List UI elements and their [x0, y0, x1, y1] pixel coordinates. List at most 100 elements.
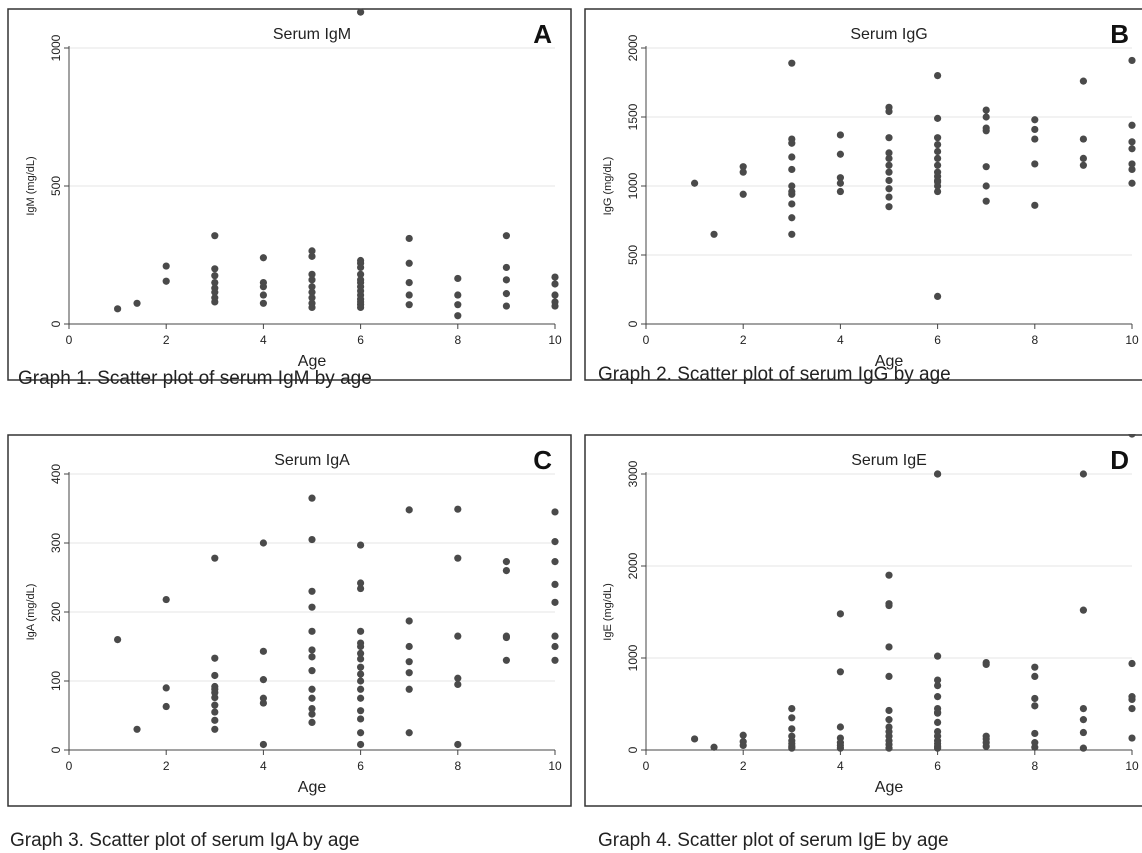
data-point	[1079, 744, 1087, 752]
data-point	[502, 633, 510, 642]
data-point	[934, 147, 942, 156]
y-tick-label: 200	[49, 602, 63, 622]
data-point	[551, 508, 559, 516]
data-point	[788, 139, 796, 147]
data-point	[836, 179, 844, 187]
data-point	[405, 669, 413, 677]
data-point	[1128, 659, 1136, 668]
data-point	[1128, 695, 1136, 703]
data-point	[739, 731, 747, 739]
y-tick-label: 1000	[49, 34, 63, 61]
data-point	[357, 694, 365, 702]
data-point	[405, 617, 413, 625]
y-tick-label: 2000	[626, 552, 640, 579]
chart-caption: Graph 3. Scatter plot of serum IgA by ag…	[10, 830, 360, 851]
panel-frame	[7, 8, 572, 381]
data-point	[211, 701, 219, 709]
data-point	[308, 685, 316, 693]
data-point	[133, 299, 141, 307]
data-point	[1128, 734, 1136, 742]
data-point	[454, 274, 462, 283]
data-point	[1079, 705, 1087, 713]
data-point	[405, 658, 413, 666]
data-point	[551, 642, 559, 651]
y-tick-label: 1000	[626, 644, 640, 671]
data-point	[357, 655, 365, 663]
data-point	[1128, 705, 1136, 713]
data-point	[211, 279, 219, 287]
data-point	[788, 200, 796, 208]
data-point	[211, 298, 219, 306]
data-point	[502, 567, 510, 575]
scatter-chart: 0 2 4 6 8 10 0 1000 2000 3000 Serum IgE D Age IgE (mg…	[584, 434, 1142, 807]
data-point	[308, 718, 316, 726]
data-point	[259, 291, 267, 299]
panel-frame	[584, 434, 1142, 807]
data-point	[551, 598, 559, 606]
data-point	[982, 163, 990, 171]
data-point	[1031, 116, 1039, 124]
data-point	[308, 494, 316, 502]
data-point	[1031, 743, 1039, 751]
y-tick-label: 2000	[626, 34, 640, 61]
x-tick-label: 0	[66, 759, 73, 773]
data-point	[454, 740, 462, 749]
data-point	[934, 134, 942, 142]
data-point	[885, 107, 893, 116]
data-point	[357, 685, 365, 693]
x-tick-label: 10	[548, 333, 562, 347]
data-point	[710, 230, 718, 238]
y-tick-label: 1500	[626, 103, 640, 130]
scatter-chart: 0 2 4 6 8 10 0 500 1000 Serum IgM A Age IgM (mg/dL)	[7, 8, 572, 381]
data-point	[836, 610, 844, 618]
chart-caption: Graph 1. Scatter plot of serum IgM by ag…	[18, 368, 372, 389]
data-point	[259, 283, 267, 291]
data-point	[1128, 165, 1136, 174]
data-point	[788, 705, 796, 713]
data-point	[788, 214, 796, 222]
data-point	[934, 182, 942, 190]
data-point	[885, 706, 893, 715]
data-point	[502, 232, 510, 240]
y-tick-label: 400	[49, 464, 63, 484]
data-point	[1079, 716, 1087, 724]
chart-title: Serum IgA	[274, 452, 350, 469]
data-point	[551, 280, 559, 288]
data-point	[1079, 161, 1087, 169]
data-point	[357, 263, 365, 272]
data-point	[1079, 154, 1087, 162]
data-point	[405, 234, 413, 243]
chart-panel-d: 0 2 4 6 8 10 0 1000 2000 3000 Serum IgE D Age IgE (mg…	[584, 434, 1142, 807]
chart-panel-c: 0 2 4 6 8 10 0 100 200 300 400 Serum IgA C Age IgA (mg…	[7, 434, 572, 807]
data-point	[691, 179, 699, 187]
data-point	[454, 554, 462, 562]
data-point	[739, 190, 747, 198]
data-point	[836, 187, 844, 196]
panel-frame	[584, 8, 1142, 381]
y-axis-label: IgE (mg/dL)	[602, 583, 614, 640]
chart-panel-b: 0 2 4 6 8 10 0 500 1000 1500 2000 Serum IgG B Age IgG …	[584, 8, 1142, 381]
data-point	[211, 708, 219, 716]
data-point	[788, 182, 796, 190]
data-point	[211, 654, 219, 662]
data-point	[211, 232, 219, 240]
data-point	[405, 279, 413, 287]
data-point	[454, 632, 462, 640]
data-point	[308, 270, 316, 278]
x-tick-label: 8	[454, 333, 461, 347]
y-tick-label: 3000	[626, 460, 640, 487]
data-point	[308, 535, 316, 544]
data-point	[934, 708, 942, 716]
data-point	[788, 230, 796, 238]
data-point	[1031, 201, 1039, 209]
data-point	[357, 642, 365, 651]
data-point	[259, 699, 267, 707]
data-point	[357, 627, 365, 635]
data-point	[259, 647, 267, 655]
panel-letter: B	[1110, 19, 1129, 49]
data-point	[1128, 121, 1136, 129]
data-point	[934, 676, 942, 684]
data-point	[788, 744, 796, 752]
data-point	[454, 505, 462, 513]
